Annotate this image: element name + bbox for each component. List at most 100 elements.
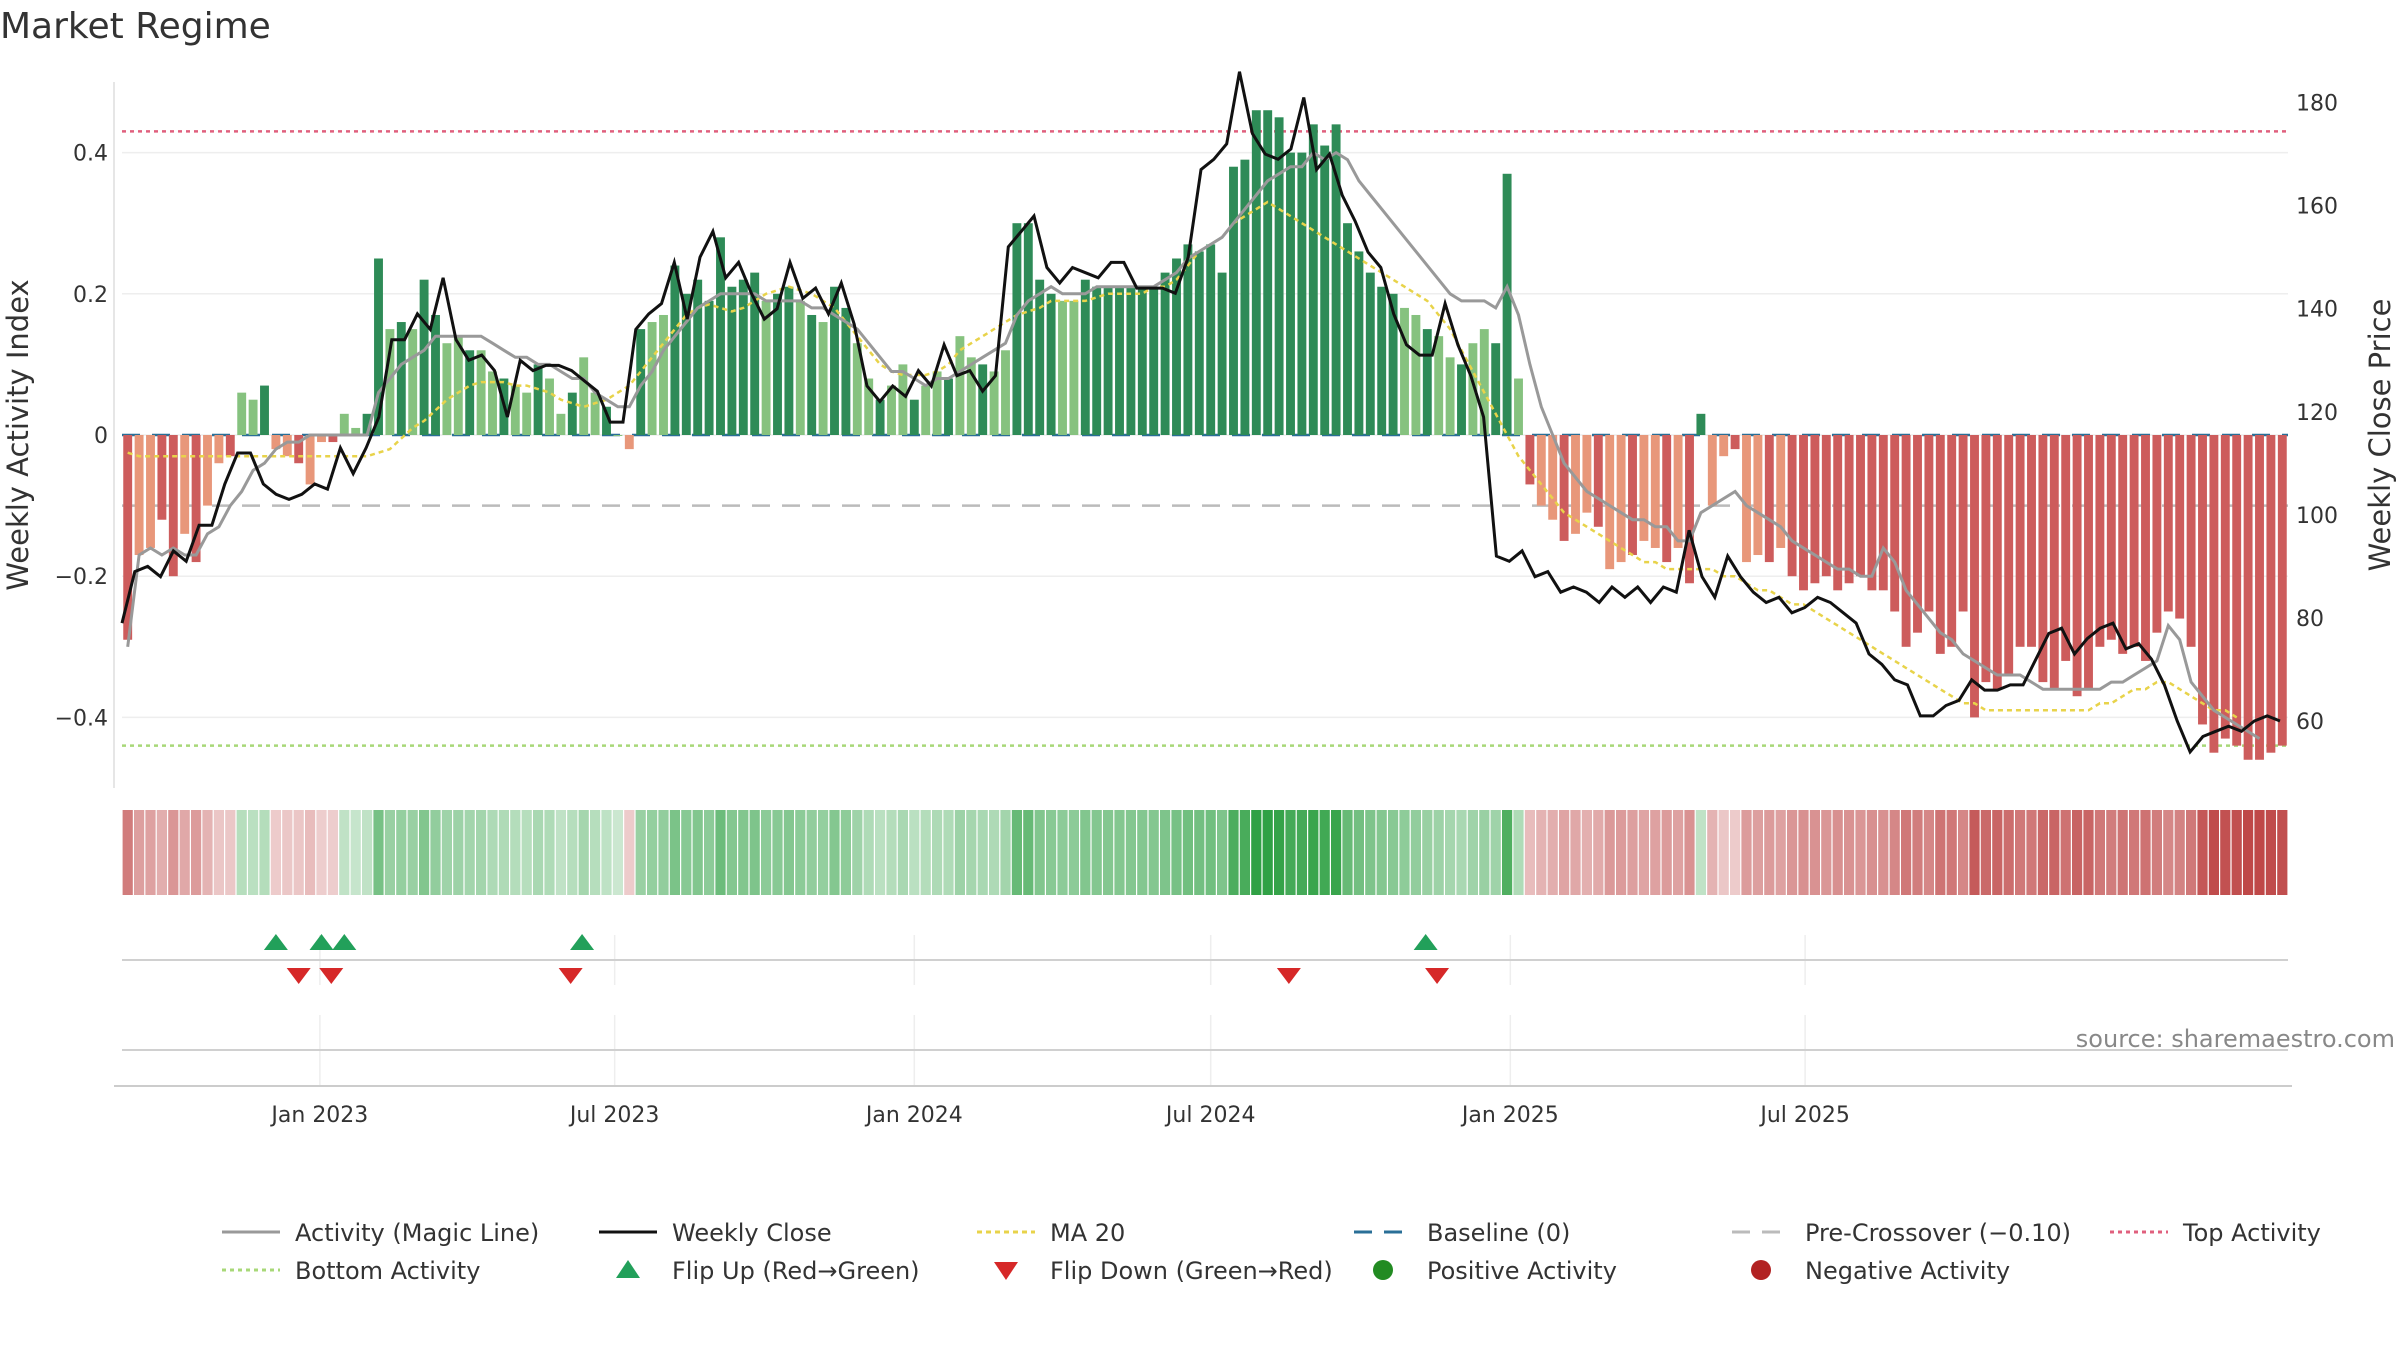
regime-cell — [761, 810, 772, 895]
regime-cell — [1946, 810, 1957, 895]
regime-cell — [1205, 810, 1216, 895]
y-axis-left-label: Weekly Activity Index — [1, 279, 35, 590]
regime-cell — [2163, 810, 2174, 895]
regime-cell — [236, 810, 247, 895]
legend-item: Pre-Crossover (−0.10) — [1732, 1219, 2071, 1247]
activity-bar — [750, 272, 760, 435]
regime-cell — [2003, 810, 2014, 895]
activity-bar — [1308, 124, 1318, 436]
regime-cell — [624, 810, 635, 895]
regime-cell — [1445, 810, 1456, 895]
activity-bar — [1103, 286, 1113, 435]
flip-down-marker — [1276, 968, 1301, 984]
regime-cell — [1125, 810, 1136, 895]
activity-bar — [761, 300, 771, 435]
legend-item: Flip Down (Green→Red) — [994, 1257, 1333, 1285]
regime-cell — [1160, 810, 1171, 895]
regime-cell — [715, 810, 726, 895]
activity-bar — [1160, 272, 1170, 435]
regime-cell — [1217, 810, 1228, 895]
activity-bar — [431, 314, 440, 435]
activity-bar — [1365, 272, 1375, 435]
regime-cell — [1855, 810, 1866, 895]
activity-bar — [2209, 435, 2219, 753]
regime-cell — [943, 810, 954, 895]
activity-bar — [1639, 435, 1649, 541]
regime-cell — [681, 810, 692, 895]
activity-bar — [1992, 435, 2002, 690]
x-tick-label: Jul 2023 — [568, 1103, 660, 1128]
regime-cell — [2083, 810, 2094, 895]
regime-cell — [1718, 810, 1729, 895]
activity-bar — [1935, 435, 1945, 654]
regime-cell — [430, 810, 441, 895]
weekly-close-line — [120, 71, 2281, 755]
activity-bar — [442, 343, 452, 435]
activity-bar — [1764, 435, 1774, 563]
regime-cell — [2231, 810, 2242, 895]
regime-cell — [327, 810, 338, 895]
regime-cell — [134, 810, 145, 895]
activity-bars — [123, 110, 2287, 760]
regime-cell — [1148, 810, 1159, 895]
activity-bar — [385, 329, 395, 435]
regime-cell — [282, 810, 293, 895]
activity-bar — [2084, 435, 2093, 690]
regime-cell — [1878, 810, 1889, 895]
regime-cell — [1467, 810, 1478, 895]
regime-cell — [2015, 810, 2026, 895]
activity-bar — [317, 435, 326, 443]
activity-bar — [966, 357, 976, 435]
activity-bar — [602, 406, 611, 435]
activity-bar — [2038, 435, 2048, 683]
regime-cell — [2174, 810, 2185, 895]
activity-bar — [1753, 435, 1763, 556]
regime-cell — [1707, 810, 1718, 895]
activity-bar — [624, 435, 634, 450]
regime-cell — [692, 810, 703, 895]
activity-bar — [1354, 251, 1364, 435]
activity-bar — [1286, 152, 1295, 435]
regime-cell — [1456, 810, 1467, 895]
regime-cell — [498, 810, 509, 895]
regime-cell — [818, 810, 829, 895]
activity-bar — [1331, 124, 1341, 436]
activity-bar — [1901, 435, 1911, 647]
legend-label: Pre-Crossover (−0.10) — [1805, 1219, 2071, 1247]
activity-bar — [1833, 435, 1843, 591]
regime-cell — [1923, 810, 1934, 895]
activity-bar — [168, 435, 178, 577]
regime-cell — [396, 810, 407, 895]
left-axis-ticks: −0.4 −0.2 0 0.2 0.4 — [55, 142, 108, 732]
regime-cell — [1296, 810, 1307, 895]
activity-bar — [2095, 435, 2105, 647]
regime-cell — [1182, 810, 1193, 895]
activity-bar — [1742, 435, 1751, 563]
activity-bar — [2152, 435, 2162, 633]
legend-item: Flip Up (Red→Green) — [616, 1257, 920, 1285]
activity-bar — [328, 435, 338, 443]
activity-bar — [875, 399, 885, 435]
regime-cell — [2243, 810, 2254, 895]
activity-bar — [260, 385, 269, 435]
x-tick-label: Jan 2025 — [1460, 1103, 1559, 1128]
regime-cell — [2129, 810, 2140, 895]
activity-bar — [989, 371, 999, 435]
activity-bar — [2072, 435, 2082, 697]
regime-cell — [316, 810, 327, 895]
activity-bar — [773, 293, 782, 435]
activity-bar — [1878, 435, 1888, 591]
regime-cell — [954, 810, 965, 895]
activity-bar — [727, 286, 737, 435]
activity-bar — [1593, 435, 1603, 527]
regime-cell — [1011, 810, 1022, 895]
activity-bar — [522, 392, 532, 435]
activity-bar — [579, 357, 589, 435]
activity-bar — [180, 435, 190, 534]
activity-bar — [1274, 117, 1284, 436]
activity-bar — [1069, 300, 1079, 435]
regime-cell — [1638, 810, 1649, 895]
activity-bar — [1115, 286, 1124, 435]
regime-cell — [156, 810, 167, 895]
